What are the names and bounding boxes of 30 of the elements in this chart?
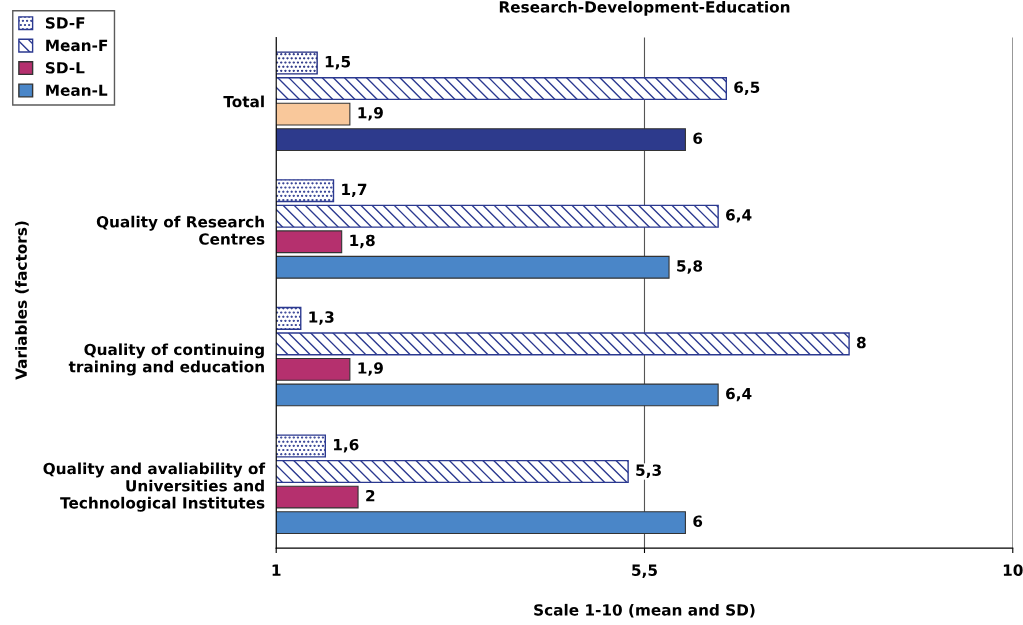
data-label: 6 (693, 515, 703, 528)
x-axis-title: Scale 1-10 (mean and SD) (534, 603, 755, 618)
legend-label: SD-F (45, 17, 85, 29)
data-label: 1,7 (342, 183, 367, 198)
data-label: 1,5 (325, 56, 351, 70)
chart-title: Research-Development-Education (499, 0, 790, 16)
legend-label: Mean-L (46, 84, 108, 96)
y-tick-label: Quality and avaliability of Universities and Technological Institutes (43, 462, 266, 512)
data-label: 8 (856, 336, 866, 349)
data-label: 6,4 (726, 209, 752, 223)
data-label: 1,3 (309, 311, 334, 325)
data-label: 1,6 (333, 438, 359, 453)
data-label: 6 (693, 132, 703, 145)
data-label: 1,9 (358, 106, 383, 121)
y-axis-title: Variables (factors) (15, 221, 29, 380)
data-label: 1,8 (350, 234, 375, 249)
data-label: 6,5 (734, 81, 760, 95)
y-tick-label: Quality of Research Centres (96, 215, 265, 245)
x-tick-label: 5,5 (632, 564, 657, 578)
legend-label: SD-L (45, 62, 85, 74)
data-label: 5,3 (636, 464, 661, 478)
data-label: 6,4 (726, 387, 752, 402)
x-tick-label: 10 (1003, 564, 1023, 576)
data-label: 1,9 (358, 362, 383, 376)
x-tick-label: 1 (272, 564, 281, 576)
y-tick-label: Quality of continuing training and education (68, 343, 264, 376)
data-label: 5,8 (677, 260, 703, 274)
y-tick-label: Total (223, 95, 264, 108)
legend-label: Mean-F (46, 39, 108, 52)
data-label: 2 (366, 489, 375, 502)
